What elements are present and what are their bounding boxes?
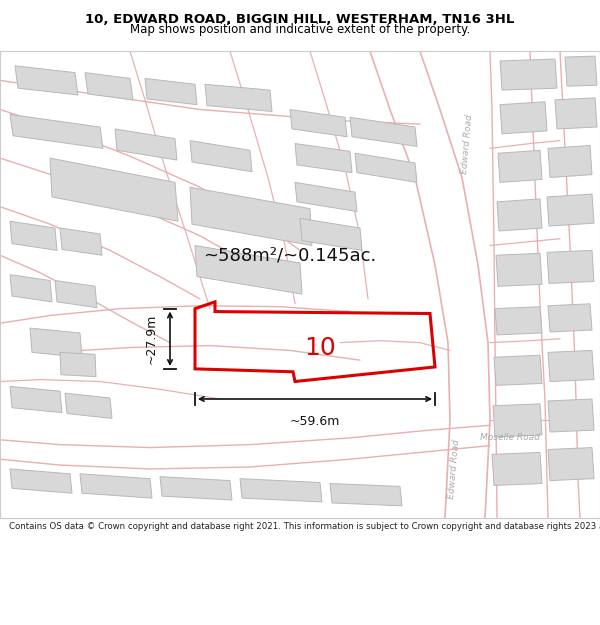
Polygon shape xyxy=(80,474,152,498)
Polygon shape xyxy=(30,328,82,357)
Polygon shape xyxy=(60,352,96,377)
Polygon shape xyxy=(65,393,112,418)
Polygon shape xyxy=(290,109,347,137)
Polygon shape xyxy=(50,158,178,221)
Polygon shape xyxy=(10,221,57,251)
Polygon shape xyxy=(60,228,102,255)
Polygon shape xyxy=(548,448,594,481)
Polygon shape xyxy=(10,469,72,493)
Polygon shape xyxy=(494,355,542,386)
Polygon shape xyxy=(548,351,594,381)
Polygon shape xyxy=(55,281,97,308)
Polygon shape xyxy=(548,146,592,177)
Polygon shape xyxy=(295,182,357,211)
Polygon shape xyxy=(498,151,542,182)
Polygon shape xyxy=(115,129,177,160)
Polygon shape xyxy=(15,66,78,95)
Polygon shape xyxy=(145,79,197,104)
Polygon shape xyxy=(500,59,557,90)
Polygon shape xyxy=(547,194,594,226)
Text: Moselle Road: Moselle Road xyxy=(480,433,540,442)
Polygon shape xyxy=(548,399,594,432)
Polygon shape xyxy=(355,153,417,182)
Polygon shape xyxy=(10,114,103,148)
Polygon shape xyxy=(300,218,362,251)
Polygon shape xyxy=(85,72,133,100)
Polygon shape xyxy=(160,477,232,500)
Polygon shape xyxy=(497,199,542,231)
Polygon shape xyxy=(295,144,352,172)
Polygon shape xyxy=(495,307,542,335)
Polygon shape xyxy=(10,274,52,302)
Polygon shape xyxy=(548,304,592,332)
Text: ~27.9m: ~27.9m xyxy=(145,314,158,364)
Text: 10, EDWARD ROAD, BIGGIN HILL, WESTERHAM, TN16 3HL: 10, EDWARD ROAD, BIGGIN HILL, WESTERHAM,… xyxy=(85,12,515,26)
Polygon shape xyxy=(330,484,402,506)
Text: 10: 10 xyxy=(304,336,336,359)
Polygon shape xyxy=(350,118,417,146)
Polygon shape xyxy=(496,253,542,286)
Text: ~588m²/~0.145ac.: ~588m²/~0.145ac. xyxy=(203,246,377,264)
Text: Edward Road: Edward Road xyxy=(447,439,461,499)
Text: Map shows position and indicative extent of the property.: Map shows position and indicative extent… xyxy=(130,23,470,36)
Polygon shape xyxy=(492,452,542,486)
Text: Contains OS data © Crown copyright and database right 2021. This information is : Contains OS data © Crown copyright and d… xyxy=(9,522,600,531)
Polygon shape xyxy=(565,56,597,86)
Text: Edward Road: Edward Road xyxy=(460,113,474,174)
Polygon shape xyxy=(493,404,542,437)
Polygon shape xyxy=(240,479,322,502)
Polygon shape xyxy=(190,188,312,246)
Polygon shape xyxy=(10,386,62,412)
Text: ~59.6m: ~59.6m xyxy=(290,414,340,428)
Polygon shape xyxy=(190,141,252,172)
Polygon shape xyxy=(555,98,597,129)
Polygon shape xyxy=(195,246,302,294)
Polygon shape xyxy=(547,251,594,283)
Polygon shape xyxy=(205,84,272,111)
Polygon shape xyxy=(500,102,547,134)
